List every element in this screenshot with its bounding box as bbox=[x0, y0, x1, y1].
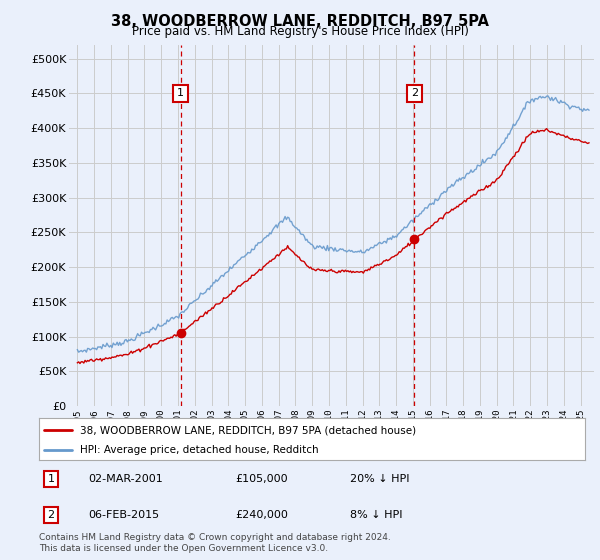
Text: 1: 1 bbox=[47, 474, 55, 484]
Text: 20% ↓ HPI: 20% ↓ HPI bbox=[350, 474, 410, 484]
Text: £105,000: £105,000 bbox=[236, 474, 288, 484]
Text: 2: 2 bbox=[47, 510, 55, 520]
Text: Contains HM Land Registry data © Crown copyright and database right 2024.
This d: Contains HM Land Registry data © Crown c… bbox=[39, 533, 391, 553]
Text: 02-MAR-2001: 02-MAR-2001 bbox=[88, 474, 163, 484]
Text: 2: 2 bbox=[411, 88, 418, 99]
Text: 8% ↓ HPI: 8% ↓ HPI bbox=[350, 510, 403, 520]
Text: HPI: Average price, detached house, Redditch: HPI: Average price, detached house, Redd… bbox=[80, 445, 319, 455]
Text: 38, WOODBERROW LANE, REDDITCH, B97 5PA (detached house): 38, WOODBERROW LANE, REDDITCH, B97 5PA (… bbox=[80, 425, 416, 435]
Text: 06-FEB-2015: 06-FEB-2015 bbox=[88, 510, 159, 520]
Text: 1: 1 bbox=[177, 88, 184, 99]
Text: £240,000: £240,000 bbox=[236, 510, 289, 520]
Text: Price paid vs. HM Land Registry's House Price Index (HPI): Price paid vs. HM Land Registry's House … bbox=[131, 25, 469, 38]
Text: 38, WOODBERROW LANE, REDDITCH, B97 5PA: 38, WOODBERROW LANE, REDDITCH, B97 5PA bbox=[111, 14, 489, 29]
